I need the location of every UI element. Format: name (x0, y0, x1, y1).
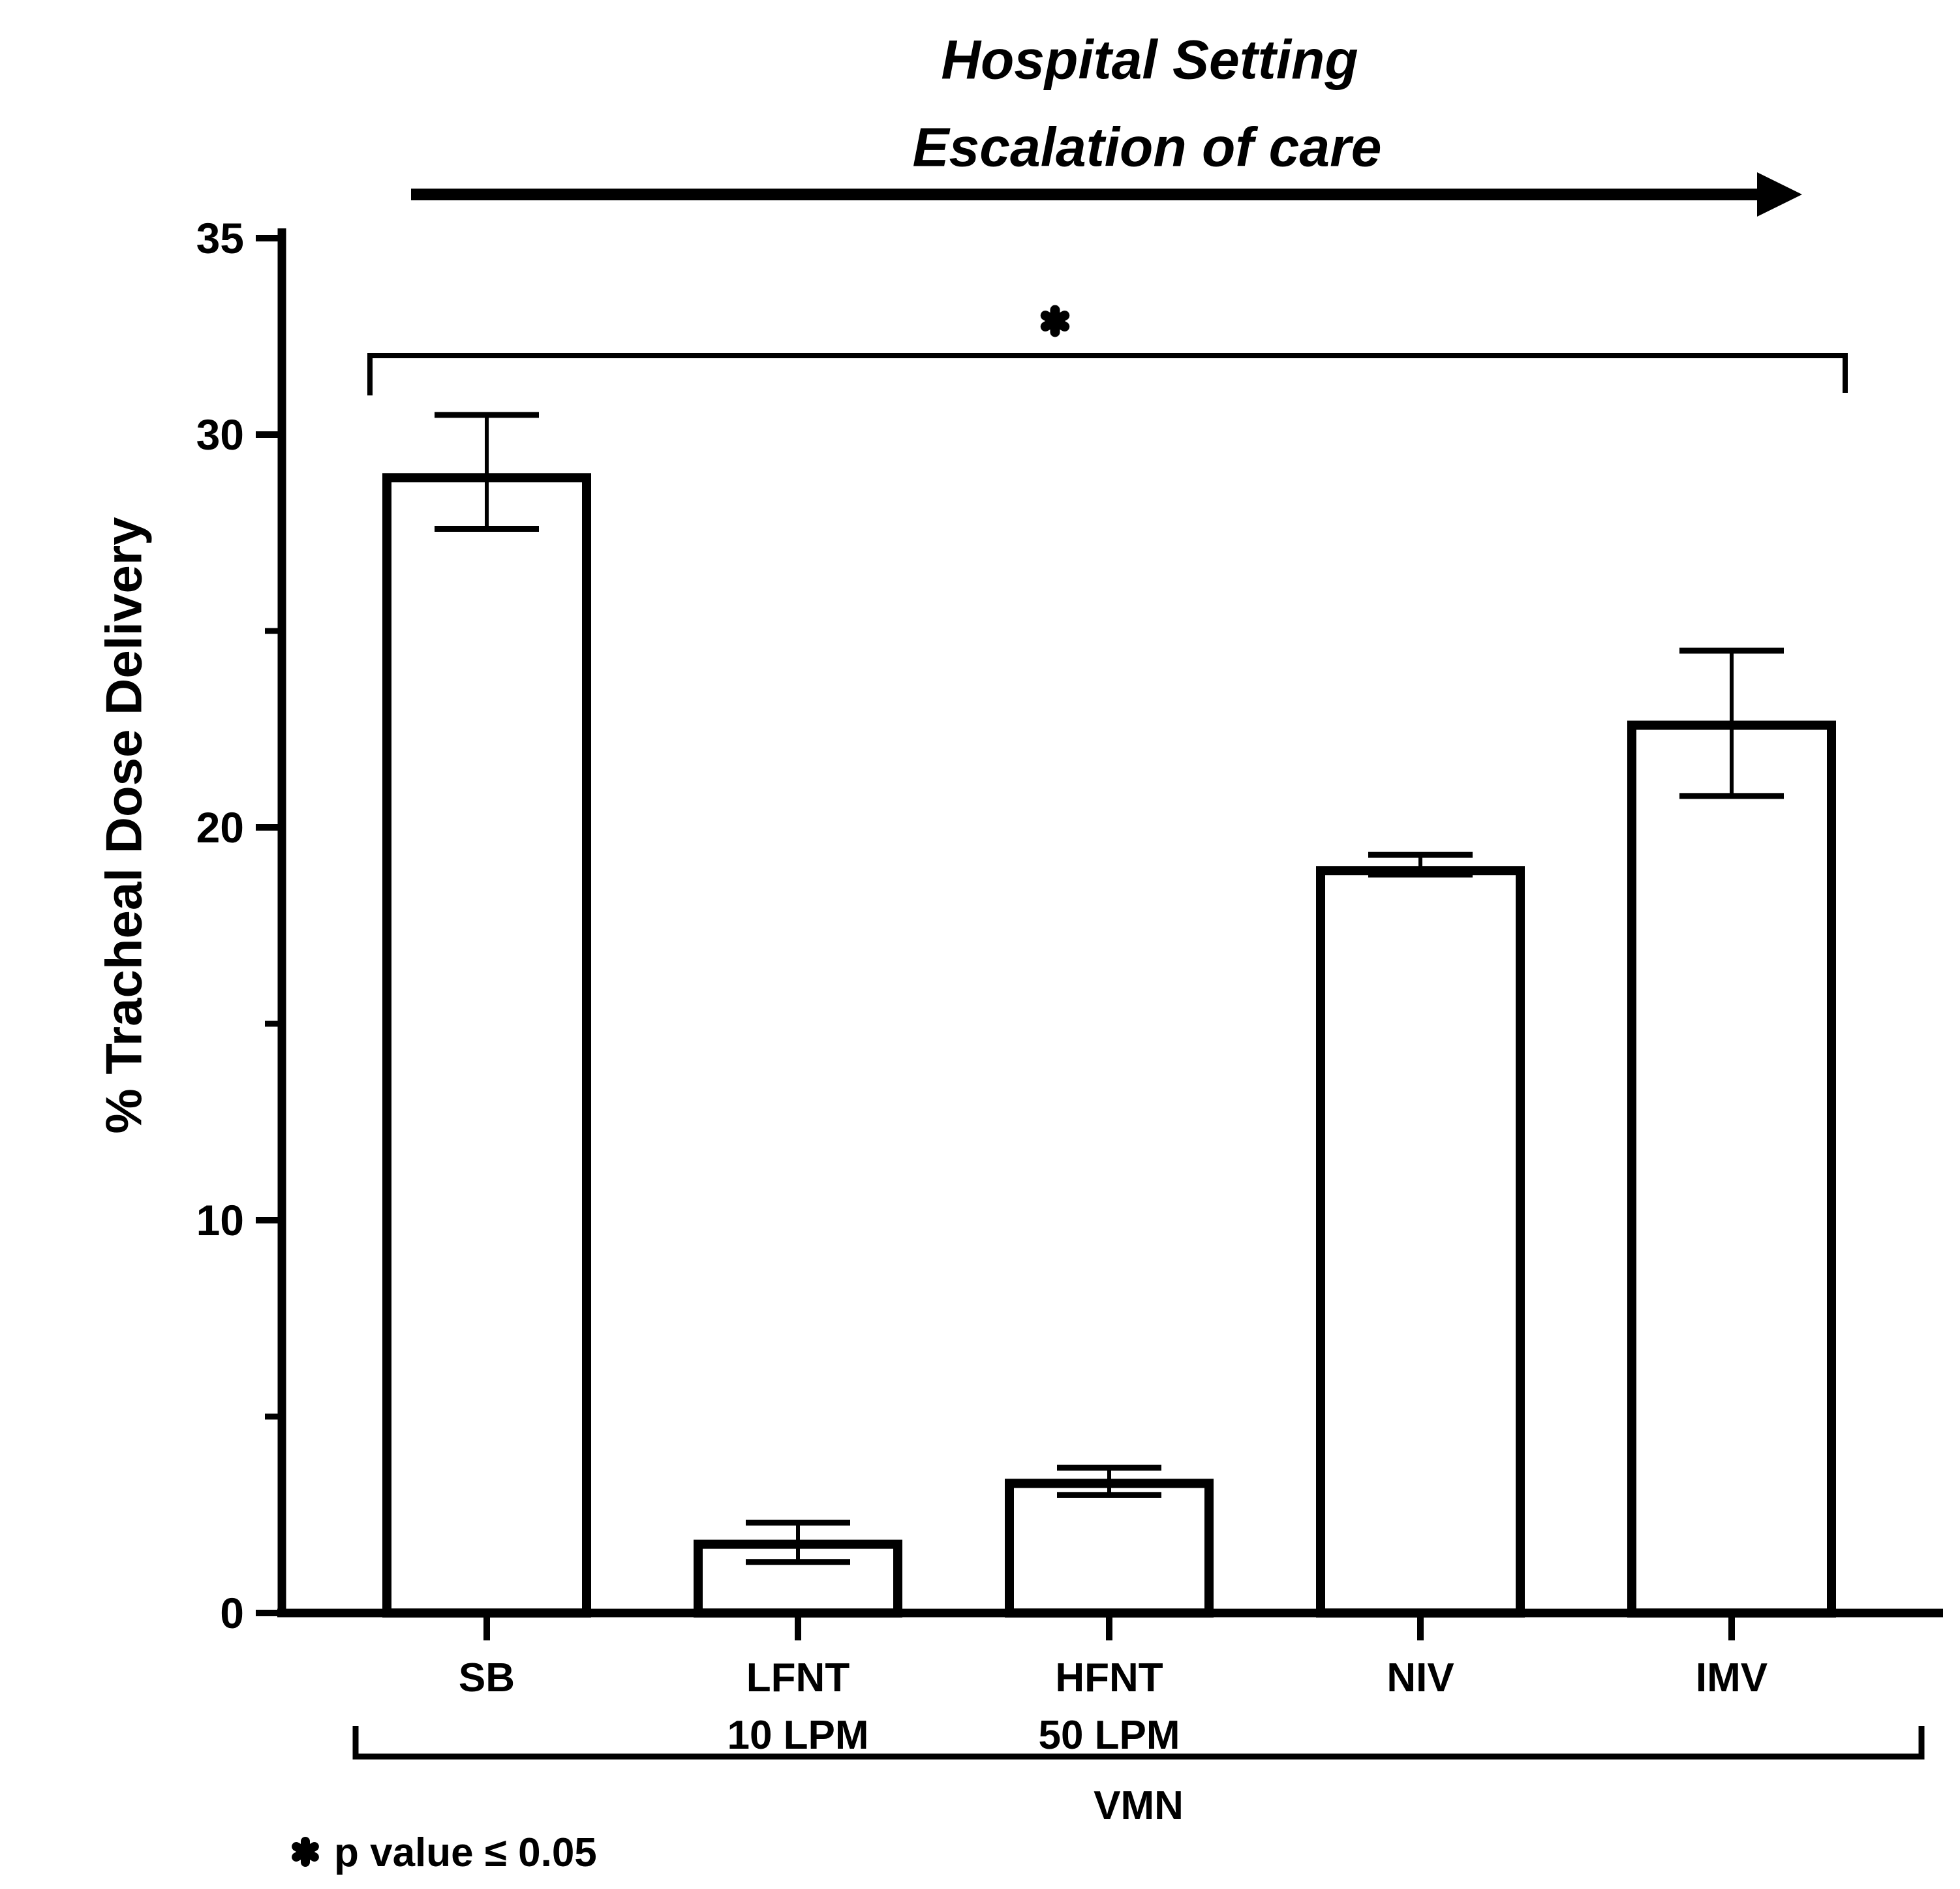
y-tick-label: 10 (196, 1196, 244, 1244)
x-category-sublabel-lfnt: 10 LPM (727, 1713, 868, 1758)
bar-sb (382, 473, 591, 1618)
footnote-text: p value ≤ 0.05 (334, 1830, 597, 1875)
x-category-label-lfnt: LFNT (746, 1655, 850, 1700)
vmn-bracket (352, 1726, 1925, 1760)
bar-niv (1316, 866, 1525, 1618)
footnote-asterisk (292, 1837, 319, 1867)
vmn-bracket-label: VMN (1094, 1783, 1184, 1828)
asterisk-spoke (292, 1842, 319, 1862)
x-category-sublabel-hfnt: 50 LPM (1038, 1713, 1180, 1758)
y-tick-label: 20 (196, 803, 244, 852)
significance-asterisk (1040, 305, 1070, 337)
chart-title: Hospital Setting (941, 29, 1358, 91)
asterisk-spoke (1040, 311, 1070, 331)
escalation-arrow-head (1757, 172, 1802, 217)
y-tick-label: 30 (196, 410, 244, 459)
significance-bracket (367, 353, 1848, 395)
chart-subtitle: Escalation of care (912, 116, 1382, 178)
x-category-label-niv: NIV (1386, 1655, 1454, 1700)
x-category-label-sb: SB (459, 1655, 515, 1700)
y-tick-label: 0 (220, 1589, 244, 1637)
bar-imv (1627, 720, 1836, 1618)
bar-hfnt (1005, 1479, 1214, 1618)
x-category-label-imv: IMV (1696, 1655, 1768, 1700)
y-tick-label: 35 (196, 214, 244, 262)
x-category-label-hfnt: HFNT (1055, 1655, 1163, 1700)
